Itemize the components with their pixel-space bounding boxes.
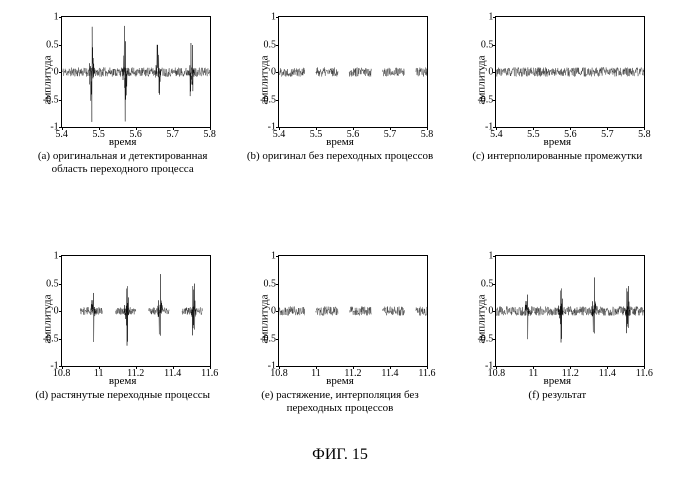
axes-box: -1-0.500.515.45.55.65.75.8	[278, 16, 428, 128]
panel-caption: (f) результат	[528, 389, 586, 402]
waveform	[279, 256, 427, 366]
panel-caption: (a) оригинальная и детектированная облас…	[23, 150, 223, 176]
x-axis-label: время	[544, 375, 572, 387]
panel-caption: (e) растяжение, интерполяция без переход…	[240, 389, 440, 415]
waveform	[496, 256, 644, 366]
plot-area: амплитуда-1-0.500.5110.81111.211.411.6вр…	[467, 253, 647, 385]
waveform	[62, 17, 210, 127]
plot-area: амплитуда-1-0.500.515.45.55.65.75.8время	[250, 14, 430, 146]
plot-area: амплитуда-1-0.500.5110.81111.211.411.6вр…	[250, 253, 430, 385]
axes-box: -1-0.500.515.45.55.65.75.8	[61, 16, 211, 128]
x-axis-label: время	[109, 375, 137, 387]
axes-box: -1-0.500.5110.81111.211.411.6	[61, 255, 211, 367]
plot-area: амплитуда-1-0.500.5110.81111.211.411.6вр…	[33, 253, 213, 385]
plot-area: амплитуда-1-0.500.515.45.55.65.75.8время	[467, 14, 647, 146]
figure-grid: амплитуда-1-0.500.515.45.55.65.75.8время…	[20, 14, 660, 434]
axes-box: -1-0.500.5110.81111.211.411.6	[495, 255, 645, 367]
panel-a: амплитуда-1-0.500.515.45.55.65.75.8время…	[20, 14, 225, 195]
panel-caption: (c) интерполированные промежутки	[472, 150, 642, 163]
x-axis-label: время	[326, 375, 354, 387]
panel-caption: (d) растянутые переходные процессы	[35, 389, 210, 402]
panel-c: амплитуда-1-0.500.515.45.55.65.75.8время…	[455, 14, 660, 195]
figure-label: ФИГ. 15	[20, 446, 660, 464]
waveform	[496, 17, 644, 127]
x-axis-label: время	[109, 136, 137, 148]
waveform	[62, 256, 210, 366]
panel-f: амплитуда-1-0.500.5110.81111.211.411.6вр…	[455, 253, 660, 434]
axes-box: -1-0.500.5110.81111.211.411.6	[278, 255, 428, 367]
x-axis-label: время	[544, 136, 572, 148]
panel-caption: (b) оригинал без переходных процессов	[247, 150, 433, 163]
waveform	[279, 17, 427, 127]
x-axis-label: время	[326, 136, 354, 148]
panel-b: амплитуда-1-0.500.515.45.55.65.75.8время…	[237, 14, 442, 195]
axes-box: -1-0.500.515.45.55.65.75.8	[495, 16, 645, 128]
panel-e: амплитуда-1-0.500.5110.81111.211.411.6вр…	[237, 253, 442, 434]
plot-area: амплитуда-1-0.500.515.45.55.65.75.8время	[33, 14, 213, 146]
panel-d: амплитуда-1-0.500.5110.81111.211.411.6вр…	[20, 253, 225, 434]
